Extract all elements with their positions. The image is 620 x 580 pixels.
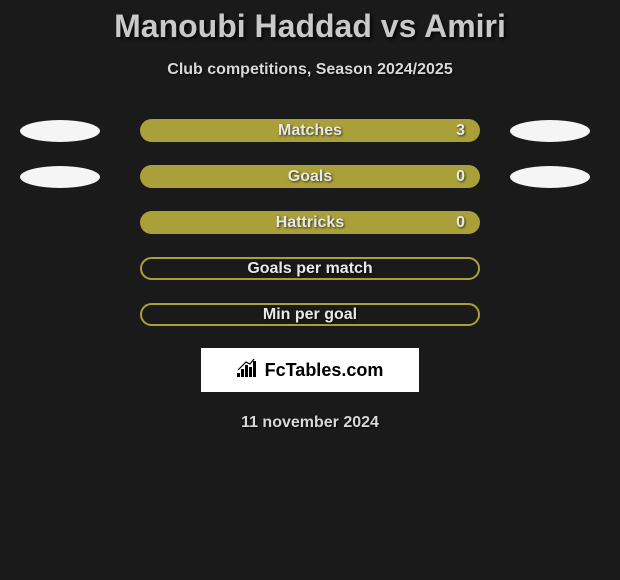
bar-goals: Goals 0 bbox=[140, 165, 480, 188]
logo-box: FcTables.com bbox=[201, 348, 419, 392]
player-marker-left bbox=[20, 120, 100, 142]
bar-row-matches: Matches 3 bbox=[0, 119, 620, 142]
bar-label: Matches bbox=[278, 122, 342, 140]
player-marker-right bbox=[510, 166, 590, 188]
chart-icon bbox=[237, 359, 259, 382]
bar-min-per-goal: Min per goal bbox=[140, 303, 480, 326]
bar-label: Hattricks bbox=[276, 214, 344, 232]
player-marker-right bbox=[510, 120, 590, 142]
bar-goals-per-match: Goals per match bbox=[140, 257, 480, 280]
bar-label: Goals per match bbox=[247, 260, 372, 278]
bar-row-goals-per-match: Goals per match bbox=[0, 257, 620, 280]
bar-row-goals: Goals 0 bbox=[0, 165, 620, 188]
page-title: Manoubi Haddad vs Amiri bbox=[114, 8, 506, 45]
bar-hattricks: Hattricks 0 bbox=[140, 211, 480, 234]
bar-label: Goals bbox=[288, 168, 332, 186]
player-marker-left bbox=[20, 166, 100, 188]
bar-row-hattricks: Hattricks 0 bbox=[0, 211, 620, 234]
date-text: 11 november 2024 bbox=[241, 414, 379, 432]
bar-value: 0 bbox=[456, 168, 465, 186]
bar-label: Min per goal bbox=[263, 306, 357, 324]
subtitle: Club competitions, Season 2024/2025 bbox=[167, 61, 452, 79]
bar-row-min-per-goal: Min per goal bbox=[0, 303, 620, 326]
logo-text: FcTables.com bbox=[265, 360, 384, 381]
bar-value: 0 bbox=[456, 214, 465, 232]
bar-matches: Matches 3 bbox=[140, 119, 480, 142]
comparison-bars: Matches 3 Goals 0 Hattricks 0 Goals per … bbox=[0, 119, 620, 326]
bar-value: 3 bbox=[456, 122, 465, 140]
